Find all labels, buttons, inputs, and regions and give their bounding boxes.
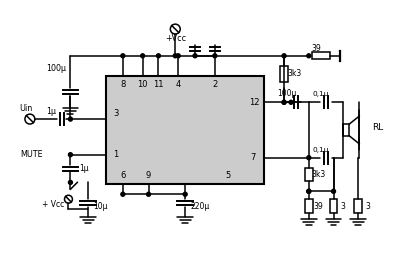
Circle shape [282, 54, 286, 58]
Text: 3: 3 [366, 202, 370, 211]
Text: 3k3: 3k3 [312, 170, 326, 179]
Text: Uin: Uin [19, 104, 32, 113]
Text: 0,1µ: 0,1µ [312, 147, 329, 153]
Bar [305, 199, 313, 213]
Circle shape [173, 54, 177, 58]
Circle shape [307, 156, 311, 160]
Text: 3: 3 [113, 109, 119, 118]
Text: 11: 11 [153, 80, 164, 89]
Circle shape [193, 54, 197, 58]
Text: 8: 8 [120, 80, 126, 89]
Text: 1µ: 1µ [80, 164, 89, 173]
Circle shape [68, 117, 72, 121]
Text: 39: 39 [312, 44, 322, 53]
Circle shape [307, 54, 311, 58]
Bar [106, 76, 264, 184]
Circle shape [183, 192, 187, 196]
Circle shape [146, 192, 150, 196]
Bar [280, 66, 288, 82]
Text: 7: 7 [251, 153, 256, 162]
Text: 12: 12 [249, 98, 260, 107]
Text: 3: 3 [340, 202, 345, 211]
Text: 10: 10 [137, 80, 148, 89]
Text: +Vcc: +Vcc [165, 35, 186, 43]
Circle shape [289, 100, 293, 104]
Bar [330, 199, 338, 213]
Text: 1: 1 [113, 150, 118, 159]
Circle shape [121, 192, 125, 196]
Circle shape [156, 54, 160, 58]
Text: 9: 9 [146, 171, 151, 180]
Bar [354, 199, 362, 213]
Circle shape [282, 100, 286, 104]
Circle shape [121, 54, 125, 58]
Circle shape [282, 100, 286, 104]
Circle shape [68, 180, 72, 184]
Circle shape [307, 189, 311, 193]
Text: 3k3: 3k3 [288, 69, 302, 78]
Bar [305, 168, 313, 181]
Text: 100µ: 100µ [46, 64, 66, 73]
Bar [312, 52, 330, 59]
Text: 10µ: 10µ [93, 202, 107, 211]
Circle shape [332, 189, 336, 193]
Text: 1µ: 1µ [47, 107, 57, 116]
Circle shape [68, 153, 72, 157]
Circle shape [141, 54, 145, 58]
Text: 39: 39 [314, 202, 324, 211]
Text: + Vcc: + Vcc [42, 200, 65, 209]
Text: 6: 6 [120, 171, 126, 180]
Text: 0,1µ: 0,1µ [312, 91, 329, 97]
Bar [344, 124, 349, 136]
Text: 4: 4 [176, 80, 181, 89]
Text: 2: 2 [212, 80, 218, 89]
Text: MUTE: MUTE [20, 150, 43, 159]
Circle shape [307, 189, 311, 193]
Circle shape [176, 54, 180, 58]
Text: 100µ: 100µ [277, 89, 297, 98]
Text: RL: RL [372, 123, 384, 133]
Text: 220µ: 220µ [190, 202, 210, 211]
Circle shape [213, 54, 217, 58]
Text: 5: 5 [225, 171, 230, 180]
